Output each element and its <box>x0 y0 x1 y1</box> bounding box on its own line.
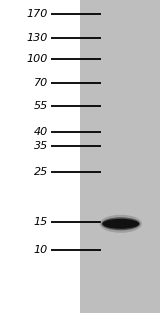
Text: 130: 130 <box>27 33 48 43</box>
Ellipse shape <box>101 217 140 230</box>
Text: 70: 70 <box>34 78 48 88</box>
Text: 15: 15 <box>34 217 48 227</box>
Text: 170: 170 <box>27 9 48 19</box>
Ellipse shape <box>102 219 139 229</box>
Text: 25: 25 <box>34 167 48 177</box>
Text: 40: 40 <box>34 127 48 137</box>
Text: 10: 10 <box>34 245 48 255</box>
Text: 35: 35 <box>34 141 48 151</box>
Text: 100: 100 <box>27 54 48 64</box>
Ellipse shape <box>100 215 142 233</box>
Bar <box>0 0 80 313</box>
Bar <box>80 0 160 313</box>
Text: 55: 55 <box>34 101 48 111</box>
